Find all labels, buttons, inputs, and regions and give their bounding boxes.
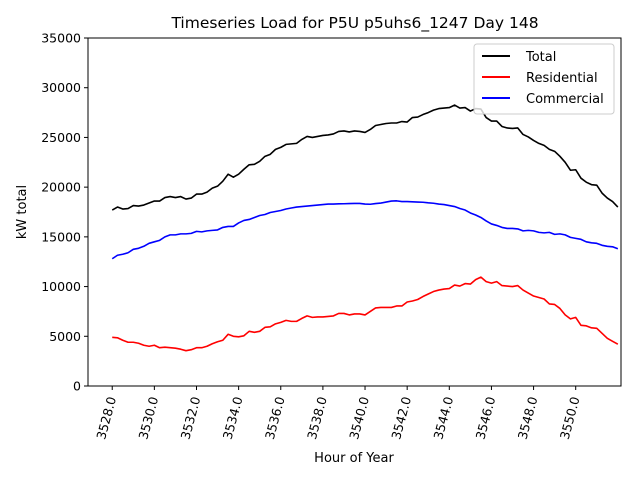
legend-label-commercial: Commercial <box>526 92 604 107</box>
y-tick-label: 30000 <box>41 80 81 95</box>
chart-title: Timeseries Load for P5U p5uhs6_1247 Day … <box>170 14 538 33</box>
series-line-commercial <box>111 200 619 260</box>
legend-box <box>473 43 615 115</box>
legend: Total Residential Commercial <box>473 43 615 115</box>
series-line-residential <box>112 276 619 352</box>
legend-label-total: Total <box>525 50 556 65</box>
y-tick-label: 0 <box>73 379 81 394</box>
legend-label-residential: Residential <box>526 71 598 86</box>
y-tick-label: 10000 <box>41 279 81 294</box>
x-axis-label: Hour of Year <box>314 451 394 466</box>
series-line-total <box>111 104 619 211</box>
y-tick-label: 15000 <box>41 229 81 244</box>
y-tick-label: 25000 <box>41 130 81 145</box>
y-tick-label: 20000 <box>41 180 81 195</box>
y-tick-label: 5000 <box>49 329 81 344</box>
y-axis-ticks: 0 5000 10000 15000 20000 25000 30000 35000 <box>41 31 88 394</box>
y-axis-label: kW total <box>15 185 30 239</box>
plot-lines <box>111 104 619 352</box>
plot-frame <box>87 37 622 387</box>
y-tick-label: 35000 <box>41 31 81 46</box>
